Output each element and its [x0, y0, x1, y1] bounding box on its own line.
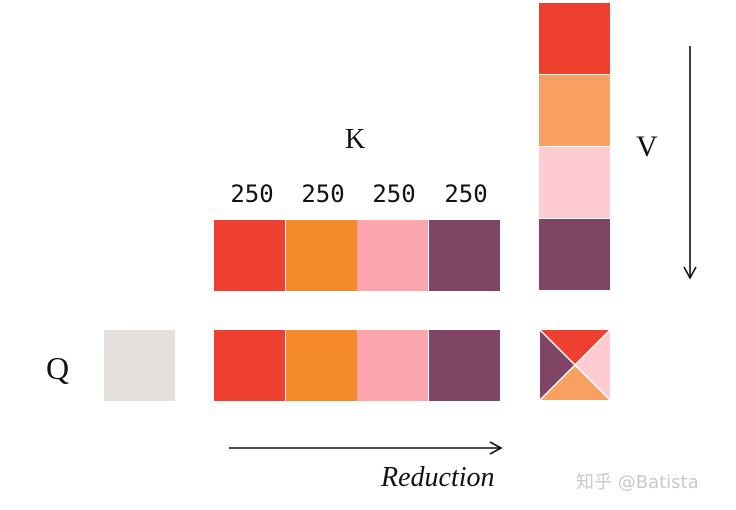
v-block-4: [539, 219, 610, 290]
reduction-label: Reduction: [381, 462, 495, 493]
output-quadrant-right: [575, 330, 610, 400]
v-label: V: [636, 130, 658, 163]
output-quadrant-left: [540, 330, 575, 400]
k-block-4: [429, 220, 500, 291]
v-block-3: [539, 147, 610, 218]
k-block-2: [286, 220, 357, 291]
k-block-1: [214, 220, 285, 291]
k-block-3: [357, 220, 428, 291]
score-block-4: [429, 330, 500, 401]
score-block-1: [214, 330, 285, 401]
k-block-size-4: 250: [444, 180, 488, 208]
k-block-size-3: 250: [372, 180, 416, 208]
output-block: [539, 329, 611, 401]
v-block-1: [539, 3, 610, 74]
k-block-size-1: 250: [230, 180, 274, 208]
watermark: 知乎 @Batista: [576, 472, 699, 493]
score-block-2: [286, 330, 357, 401]
v-arrow: [683, 46, 697, 280]
output-quadrant-top: [540, 330, 610, 365]
reduction-arrow: [229, 441, 503, 455]
k-block-size-2: 250: [301, 180, 345, 208]
k-label: K: [345, 124, 366, 155]
v-block-2: [539, 75, 610, 146]
score-block-3: [357, 330, 428, 401]
q-label: Q: [46, 350, 70, 386]
output-quadrant-bottom: [540, 365, 610, 400]
q-block: [104, 330, 175, 401]
